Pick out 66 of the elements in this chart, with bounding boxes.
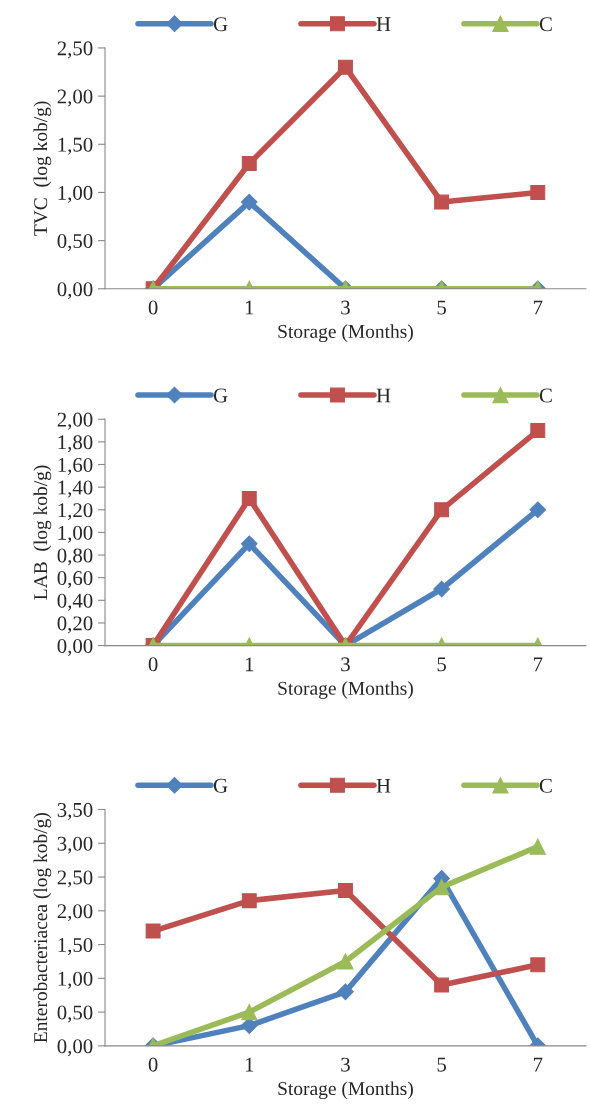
y-tick-label: 1,20 [58,503,93,521]
y-tick-label: 0,20 [57,616,93,634]
x-tick-label: 0 [148,1057,158,1072]
point [433,879,450,896]
point [240,1017,258,1034]
y-tick-label: 2,50 [57,870,93,888]
point [241,1003,258,1021]
x-tick-label: 0 [148,300,158,315]
x-tick-label: 7 [533,300,543,315]
legend-label: H [376,388,391,403]
y-axis-title: Enterobacteriacea (log kob/g) [33,813,52,1043]
x-axis-title: Storage (Months) [278,681,413,699]
legend-label: G [213,778,228,793]
y-tick-label: 3,50 [57,802,93,820]
point [337,953,354,970]
x-tick-label: 5 [437,1057,447,1072]
y-tick-label: 1,40 [58,480,93,498]
point [145,923,161,939]
legend-label: C [539,778,552,793]
point [241,893,257,909]
y-tick-label: 0,00 [57,282,93,300]
legend-label: G [213,17,228,32]
legend-label: H [376,17,391,32]
point [529,838,546,855]
y-tick-label: 0,80 [57,548,93,566]
y-tick-label: 2,00 [57,412,93,430]
point [530,957,546,973]
y-tick-label: 1,60 [58,457,93,475]
y-tick-label: 0,50 [57,1005,93,1023]
y-tick-label: 0,60 [57,571,93,589]
y-tick-label: 0,50 [57,233,93,252]
x-tick-label: 3 [341,1057,350,1072]
legend-label: H [376,778,391,793]
x-tick-label: 3 [341,300,350,315]
point [337,983,354,1001]
y-tick-label: 0,00 [57,1039,93,1057]
x-axis-title: Storage (Months) [278,1081,413,1100]
y-tick-label: 1,50 [58,937,93,955]
x-tick-label: 1 [245,300,254,315]
y-tick-label: 0,00 [57,638,93,657]
point [337,883,353,898]
y-tick-label: 1,50 [58,137,93,155]
y-tick-label: 2,00 [57,904,93,922]
x-axis-title: Storage (Months) [278,324,413,343]
x-tick-label: 7 [533,657,543,672]
x-tick-label: 1 [245,1057,254,1072]
y-tick-label: 2,00 [57,89,93,107]
legend-label: C [539,17,552,32]
point [434,977,450,993]
x-tick-label: 5 [437,657,447,672]
y-tick-label: 2,50 [57,41,93,59]
x-tick-label: 0 [148,657,158,672]
x-tick-label: 7 [533,1057,543,1072]
y-axis-title: TVC (log kob/g) [33,101,52,236]
y-tick-label: 0,40 [57,593,93,611]
legend-label: G [213,388,228,403]
x-tick-label: 3 [341,657,350,672]
y-axis-title: LAB (log kob/g) [33,465,52,600]
legend-label: C [539,388,552,403]
x-tick-label: 1 [245,657,254,672]
y-tick-label: 1,00 [58,185,93,203]
y-tick-label: 3,00 [57,836,93,854]
x-tick-label: 5 [437,300,447,315]
y-tick-label: 1,80 [58,435,93,453]
y-tick-label: 1,00 [58,525,93,543]
y-tick-label: 1,00 [58,971,93,989]
